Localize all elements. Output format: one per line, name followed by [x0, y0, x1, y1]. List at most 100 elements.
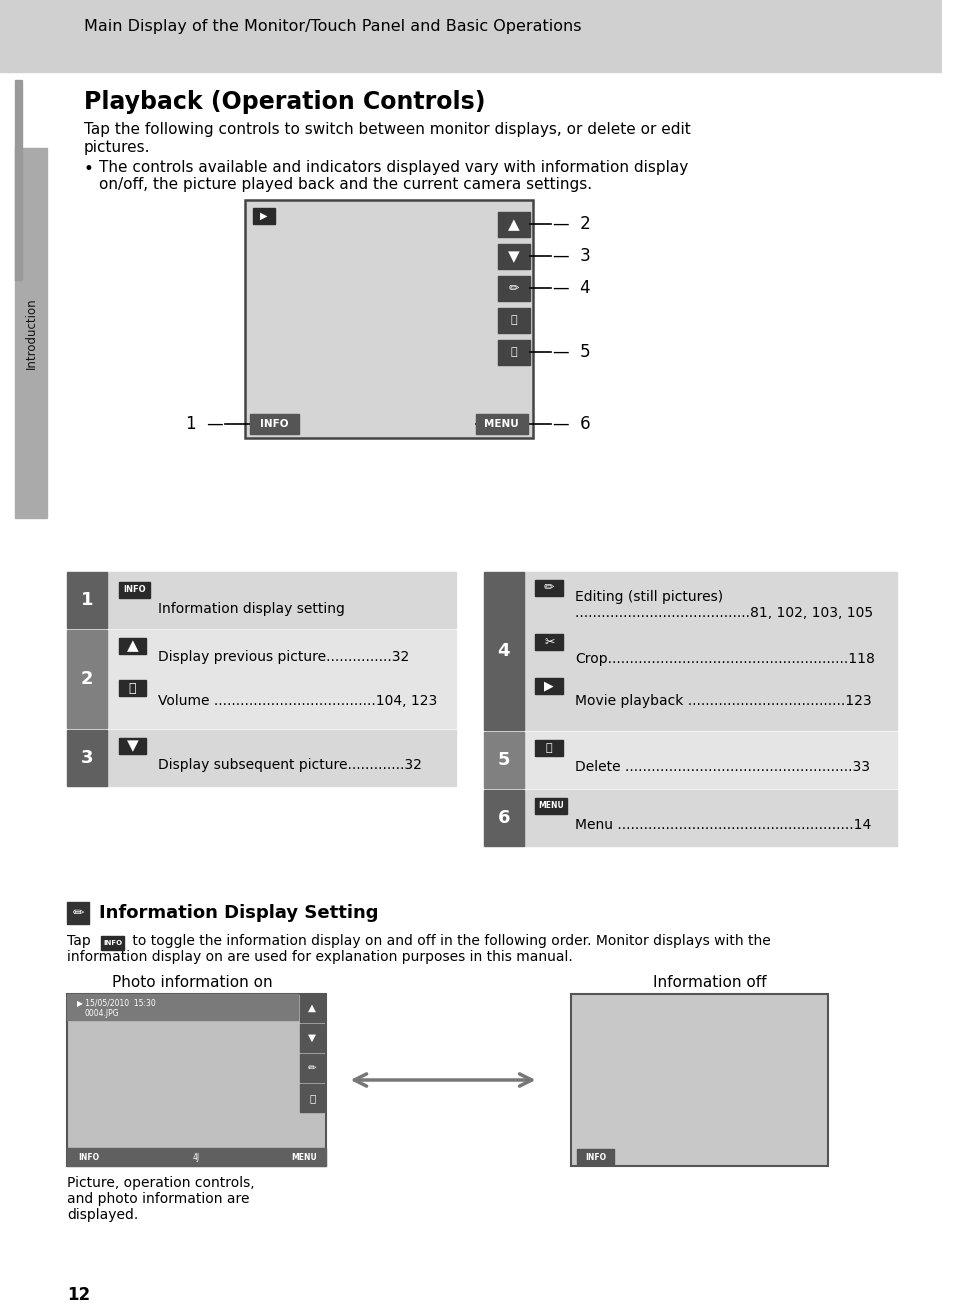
- Bar: [523, 790, 896, 846]
- Text: Information display setting: Information display setting: [158, 602, 345, 616]
- Bar: [101, 936, 124, 950]
- Text: 1  —: 1 —: [185, 415, 223, 434]
- Text: on/off, the picture played back and the current camera settings.: on/off, the picture played back and the …: [99, 177, 591, 192]
- Text: —  2: — 2: [553, 215, 590, 233]
- Text: Introduction: Introduction: [25, 297, 37, 369]
- Text: Playback (Operation Controls): Playback (Operation Controls): [84, 89, 485, 114]
- Text: INFO: INFO: [260, 419, 289, 428]
- Text: •: •: [84, 160, 93, 177]
- Bar: [483, 732, 523, 788]
- Text: INFO: INFO: [584, 1152, 605, 1162]
- Bar: [535, 798, 566, 813]
- Text: 1: 1: [81, 591, 93, 608]
- Text: ▲: ▲: [127, 639, 138, 653]
- Text: —  5: — 5: [553, 343, 590, 361]
- Text: Volume .....................................104, 123: Volume .................................…: [158, 694, 436, 708]
- Text: 🗑: 🗑: [511, 315, 517, 326]
- Text: ✏: ✏: [508, 283, 518, 296]
- Bar: [67, 572, 107, 628]
- Bar: [118, 738, 146, 754]
- Text: ▶ 15/05/2010  15:30: ▶ 15/05/2010 15:30: [77, 999, 155, 1008]
- Bar: [245, 200, 533, 438]
- Bar: [67, 993, 326, 1166]
- Bar: [107, 572, 456, 628]
- Bar: [300, 1084, 324, 1112]
- Text: ▼: ▼: [308, 1033, 315, 1043]
- Text: ✏: ✏: [308, 1063, 316, 1074]
- Text: 🗑: 🗑: [511, 347, 517, 357]
- Text: MENU: MENU: [537, 802, 563, 811]
- Text: Picture, operation controls,: Picture, operation controls,: [67, 1176, 254, 1190]
- Bar: [118, 582, 150, 598]
- Text: Tap the following controls to switch between monitor displays, or delete or edit: Tap the following controls to switch bet…: [84, 122, 690, 137]
- Bar: [523, 732, 896, 788]
- Bar: [497, 244, 530, 269]
- Bar: [535, 579, 562, 597]
- Bar: [497, 212, 530, 237]
- Text: ▼: ▼: [127, 738, 138, 753]
- Text: information display on are used for explanation purposes in this manual.: information display on are used for expl…: [67, 950, 573, 964]
- Bar: [15, 148, 48, 518]
- Text: ✂: ✂: [543, 636, 554, 649]
- Text: Movie playback ....................................123: Movie playback .........................…: [575, 694, 871, 708]
- Bar: [497, 276, 530, 301]
- Bar: [67, 901, 89, 924]
- Bar: [0, 0, 942, 72]
- Bar: [107, 629, 456, 728]
- Text: ▶: ▶: [260, 212, 267, 221]
- Bar: [67, 629, 107, 728]
- Text: 🔈: 🔈: [129, 682, 136, 695]
- Text: ▶: ▶: [544, 679, 554, 692]
- Text: 4: 4: [497, 643, 510, 660]
- Text: Display previous picture...............32: Display previous picture...............3…: [158, 650, 409, 664]
- Text: Information Display Setting: Information Display Setting: [99, 904, 378, 922]
- Text: Main Display of the Monitor/Touch Panel and Basic Operations: Main Display of the Monitor/Touch Panel …: [84, 20, 581, 34]
- Text: Editing (still pictures): Editing (still pictures): [575, 590, 722, 604]
- Text: 4J: 4J: [193, 1152, 200, 1162]
- Text: —  6: — 6: [553, 415, 590, 434]
- Text: Delete ....................................................33: Delete .................................…: [575, 759, 869, 774]
- Text: The controls available and indicators displayed vary with information display: The controls available and indicators di…: [99, 160, 687, 175]
- Bar: [571, 993, 827, 1166]
- Text: ........................................81, 102, 103, 105: ........................................…: [575, 606, 872, 620]
- Text: Photo information on: Photo information on: [112, 975, 273, 989]
- Text: 3: 3: [81, 749, 93, 767]
- Text: —  3: — 3: [553, 247, 590, 265]
- Bar: [300, 993, 324, 1022]
- Text: ✏: ✏: [543, 582, 554, 594]
- Text: Information off: Information off: [652, 975, 765, 989]
- Text: ✏: ✏: [72, 905, 84, 920]
- Text: ▲: ▲: [508, 217, 519, 233]
- Text: 🗑: 🗑: [545, 742, 552, 753]
- Bar: [577, 1148, 614, 1164]
- Bar: [483, 572, 523, 731]
- Text: displayed.: displayed.: [67, 1208, 138, 1222]
- Bar: [535, 633, 562, 650]
- Text: to toggle the information display on and off in the following order. Monitor dis: to toggle the information display on and…: [129, 934, 770, 947]
- Text: 5: 5: [497, 752, 510, 769]
- Bar: [483, 790, 523, 846]
- Bar: [67, 993, 298, 1020]
- Bar: [250, 414, 299, 434]
- Bar: [253, 208, 274, 223]
- Text: ▼: ▼: [508, 248, 519, 264]
- Text: Tap: Tap: [67, 934, 91, 947]
- Text: 🗑: 🗑: [309, 1093, 314, 1102]
- Bar: [497, 307, 530, 332]
- Bar: [497, 340, 530, 365]
- Text: Display subsequent picture.............32: Display subsequent picture.............3…: [158, 758, 421, 773]
- Bar: [300, 1054, 324, 1081]
- Text: MENU: MENU: [484, 419, 518, 428]
- Bar: [300, 1024, 324, 1053]
- Text: pictures.: pictures.: [84, 141, 151, 155]
- Bar: [107, 731, 456, 786]
- Text: INFO: INFO: [78, 1152, 99, 1162]
- Text: 12: 12: [67, 1286, 91, 1303]
- Text: 2: 2: [81, 670, 93, 689]
- Text: INFO: INFO: [103, 940, 122, 946]
- Bar: [535, 740, 562, 756]
- Text: —  4: — 4: [553, 279, 590, 297]
- Bar: [15, 80, 22, 280]
- Bar: [476, 414, 527, 434]
- Bar: [535, 678, 562, 694]
